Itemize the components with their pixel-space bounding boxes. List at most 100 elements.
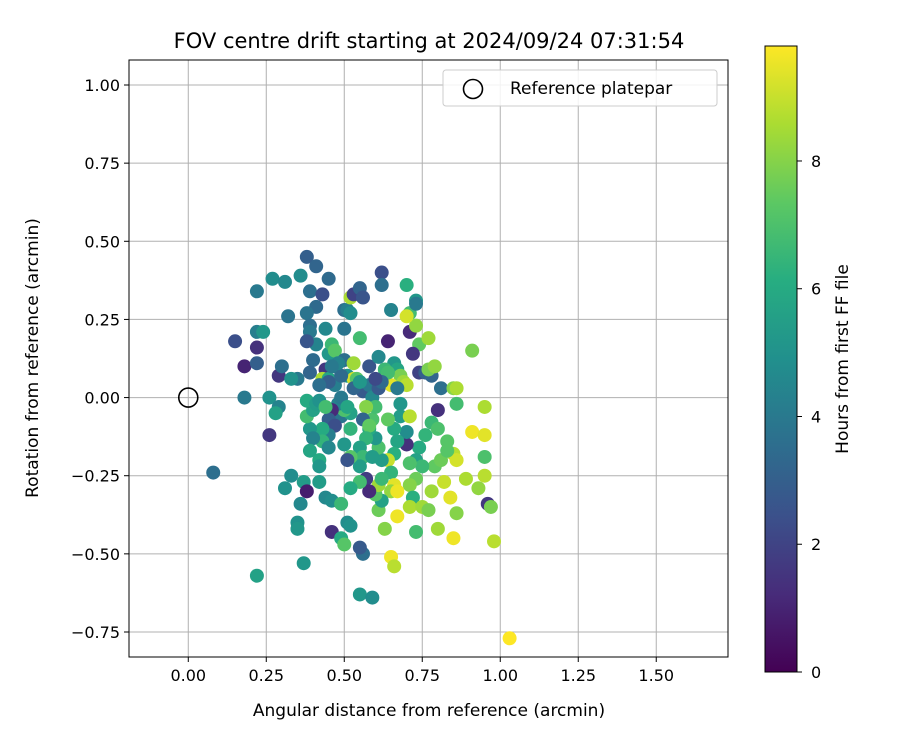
data-point: [327, 343, 342, 358]
data-point: [365, 590, 380, 605]
data-point: [471, 481, 486, 496]
y-tick-label: −0.25: [71, 467, 120, 486]
data-point: [337, 537, 352, 552]
y-axis-ticks: 1.00 0.75 0.50 0.25 0.00 −0.25 −0.50 −0.75: [71, 76, 129, 642]
data-point: [502, 631, 517, 646]
legend: Reference platepar: [442, 69, 718, 107]
data-point: [277, 274, 292, 289]
data-point: [427, 359, 442, 374]
data-point: [309, 259, 324, 274]
data-point: [421, 503, 436, 518]
x-tick-label: 0.75: [404, 666, 440, 685]
data-point: [293, 496, 308, 511]
x-tick-label: 0.25: [248, 666, 284, 685]
x-tick-label: 0.00: [170, 666, 206, 685]
data-point: [318, 321, 333, 336]
colorbar-ticks: 0 2 4 6 8: [797, 152, 821, 682]
data-point: [302, 365, 317, 380]
data-point: [324, 359, 339, 374]
legend-marker-circle: [462, 78, 484, 100]
data-point: [274, 359, 289, 374]
y-tick-label: 1.00: [84, 76, 120, 95]
data-point: [371, 349, 386, 364]
data-point: [449, 381, 464, 396]
x-axis-ticks: 0.00 0.25 0.50 0.75 1.00 1.25 1.50: [170, 657, 674, 685]
data-point: [449, 453, 464, 468]
data-point: [458, 471, 473, 486]
colorbar-tick-label: 0: [811, 663, 821, 682]
colorbar-tick-label: 8: [811, 152, 821, 171]
data-point: [249, 284, 264, 299]
data-point: [249, 340, 264, 355]
data-point: [352, 540, 367, 555]
data-point: [374, 265, 389, 280]
data-point: [265, 271, 280, 286]
data-point: [249, 356, 264, 371]
data-point: [387, 559, 402, 574]
y-tick-label: 0.25: [84, 310, 120, 329]
data-point: [268, 406, 283, 421]
data-point: [402, 478, 417, 493]
data-point: [299, 306, 314, 321]
data-point: [390, 484, 405, 499]
data-point: [440, 443, 455, 458]
data-point: [228, 334, 243, 349]
colorbar-tick-label: 4: [811, 407, 821, 426]
data-point: [449, 506, 464, 521]
data-point: [393, 396, 408, 411]
data-point: [256, 324, 271, 339]
data-point: [262, 390, 277, 405]
data-point: [284, 371, 299, 386]
data-point: [477, 468, 492, 483]
data-point: [343, 306, 358, 321]
data-point: [334, 496, 349, 511]
legend-box: [442, 69, 718, 107]
data-point: [377, 521, 392, 536]
y-axis-label: Rotation from reference (arcmin): [23, 218, 43, 498]
data-point: [446, 531, 461, 546]
colorbar-label: Hours from first FF file: [833, 264, 853, 454]
colorbar-tick-label: 2: [811, 535, 821, 554]
data-point: [346, 356, 361, 371]
data-point: [412, 440, 427, 455]
data-point: [299, 249, 314, 264]
data-point: [343, 421, 358, 436]
data-point: [399, 278, 414, 293]
data-point: [437, 474, 452, 489]
data-point: [352, 331, 367, 346]
data-point: [340, 399, 355, 414]
x-axis-label: Angular distance from reference (arcmin): [253, 701, 605, 721]
reference-platepar-marker: [177, 387, 199, 408]
data-point: [465, 424, 480, 439]
x-tick-label: 1.25: [560, 666, 596, 685]
data-point: [306, 431, 321, 446]
data-point: [315, 287, 330, 302]
data-point: [390, 434, 405, 449]
data-point: [424, 484, 439, 499]
data-point: [337, 321, 352, 336]
data-point: [433, 381, 448, 396]
data-point: [362, 484, 377, 499]
plot-frame: [128, 59, 729, 658]
data-point: [409, 296, 424, 311]
data-point: [343, 518, 358, 533]
data-point: [362, 418, 377, 433]
y-tick-label: −0.75: [71, 623, 120, 642]
colorbar: 0 2 4 6 8 Hours from first FF file: [764, 45, 853, 682]
data-point: [409, 524, 424, 539]
data-point: [402, 409, 417, 424]
data-point: [405, 346, 420, 361]
data-point: [343, 481, 358, 496]
data-point: [321, 440, 336, 455]
x-tick-label: 1.00: [482, 666, 518, 685]
data-point: [315, 421, 330, 436]
y-tick-label: 0.75: [84, 154, 120, 173]
data-point: [430, 421, 445, 436]
data-point: [418, 428, 433, 443]
data-point: [237, 390, 252, 405]
data-point: [390, 381, 405, 396]
data-point: [237, 359, 252, 374]
y-tick-label: −0.50: [71, 545, 120, 564]
data-point: [312, 378, 327, 393]
colorbar-tick-label: 6: [811, 280, 821, 299]
